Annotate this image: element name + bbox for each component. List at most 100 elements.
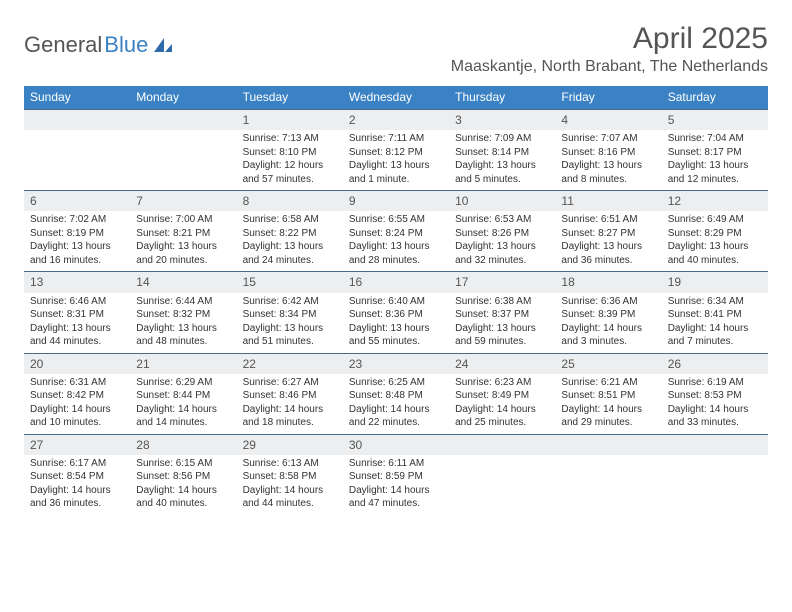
sunrise-line: Sunrise: 6:13 AM xyxy=(243,457,337,471)
day-content: Sunrise: 6:29 AMSunset: 8:44 PMDaylight:… xyxy=(130,374,236,434)
title-block: April 2025 Maaskantje, North Brabant, Th… xyxy=(451,22,768,76)
day-number xyxy=(449,435,555,455)
sunrise-line: Sunrise: 6:17 AM xyxy=(30,457,124,471)
sunrise-line: Sunrise: 6:29 AM xyxy=(136,376,230,390)
calendar-cell: 12Sunrise: 6:49 AMSunset: 8:29 PMDayligh… xyxy=(662,191,768,271)
daylight-line: Daylight: 14 hours and 47 minutes. xyxy=(349,484,443,511)
calendar-cell: 27Sunrise: 6:17 AMSunset: 8:54 PMDayligh… xyxy=(24,435,130,515)
sunset-line: Sunset: 8:32 PM xyxy=(136,308,230,322)
daylight-line: Daylight: 13 hours and 28 minutes. xyxy=(349,240,443,267)
calendar-row: 1Sunrise: 7:13 AMSunset: 8:10 PMDaylight… xyxy=(24,109,768,190)
sunset-line: Sunset: 8:27 PM xyxy=(561,227,655,241)
sunset-line: Sunset: 8:24 PM xyxy=(349,227,443,241)
sunset-line: Sunset: 8:49 PM xyxy=(455,389,549,403)
day-number: 26 xyxy=(662,354,768,374)
sunset-line: Sunset: 8:37 PM xyxy=(455,308,549,322)
calendar-cell: 17Sunrise: 6:38 AMSunset: 8:37 PMDayligh… xyxy=(449,272,555,352)
day-content: Sunrise: 6:17 AMSunset: 8:54 PMDaylight:… xyxy=(24,455,130,515)
sunset-line: Sunset: 8:51 PM xyxy=(561,389,655,403)
day-content: Sunrise: 6:49 AMSunset: 8:29 PMDaylight:… xyxy=(662,211,768,271)
sunrise-line: Sunrise: 6:31 AM xyxy=(30,376,124,390)
day-number: 30 xyxy=(343,435,449,455)
calendar-cell: 16Sunrise: 6:40 AMSunset: 8:36 PMDayligh… xyxy=(343,272,449,352)
day-content: Sunrise: 6:31 AMSunset: 8:42 PMDaylight:… xyxy=(24,374,130,434)
day-content xyxy=(24,130,130,186)
sunset-line: Sunset: 8:14 PM xyxy=(455,146,549,160)
sunrise-line: Sunrise: 6:51 AM xyxy=(561,213,655,227)
day-content: Sunrise: 6:38 AMSunset: 8:37 PMDaylight:… xyxy=(449,293,555,353)
daylight-line: Daylight: 14 hours and 29 minutes. xyxy=(561,403,655,430)
daylight-line: Daylight: 14 hours and 44 minutes. xyxy=(243,484,337,511)
day-content: Sunrise: 6:42 AMSunset: 8:34 PMDaylight:… xyxy=(237,293,343,353)
daylight-line: Daylight: 14 hours and 40 minutes. xyxy=(136,484,230,511)
daylight-line: Daylight: 13 hours and 55 minutes. xyxy=(349,322,443,349)
calendar-cell: 22Sunrise: 6:27 AMSunset: 8:46 PMDayligh… xyxy=(237,354,343,434)
day-content: Sunrise: 6:19 AMSunset: 8:53 PMDaylight:… xyxy=(662,374,768,434)
sunset-line: Sunset: 8:58 PM xyxy=(243,470,337,484)
sunrise-line: Sunrise: 7:04 AM xyxy=(668,132,762,146)
sunset-line: Sunset: 8:56 PM xyxy=(136,470,230,484)
daylight-line: Daylight: 13 hours and 24 minutes. xyxy=(243,240,337,267)
day-content xyxy=(449,455,555,511)
day-content: Sunrise: 6:25 AMSunset: 8:48 PMDaylight:… xyxy=(343,374,449,434)
weekday-header: Thursday xyxy=(449,86,555,109)
day-number: 5 xyxy=(662,110,768,130)
day-content: Sunrise: 6:55 AMSunset: 8:24 PMDaylight:… xyxy=(343,211,449,271)
day-content xyxy=(555,455,661,511)
sunset-line: Sunset: 8:26 PM xyxy=(455,227,549,241)
day-number: 28 xyxy=(130,435,236,455)
sunrise-line: Sunrise: 6:27 AM xyxy=(243,376,337,390)
day-number: 6 xyxy=(24,191,130,211)
calendar-cell: 21Sunrise: 6:29 AMSunset: 8:44 PMDayligh… xyxy=(130,354,236,434)
daylight-line: Daylight: 13 hours and 12 minutes. xyxy=(668,159,762,186)
calendar-cell xyxy=(449,435,555,515)
day-number: 4 xyxy=(555,110,661,130)
sunrise-line: Sunrise: 7:09 AM xyxy=(455,132,549,146)
day-number: 21 xyxy=(130,354,236,374)
sunrise-line: Sunrise: 6:36 AM xyxy=(561,295,655,309)
day-number: 24 xyxy=(449,354,555,374)
calendar-cell: 3Sunrise: 7:09 AMSunset: 8:14 PMDaylight… xyxy=(449,110,555,190)
day-number: 1 xyxy=(237,110,343,130)
sunrise-line: Sunrise: 6:19 AM xyxy=(668,376,762,390)
day-content xyxy=(130,130,236,186)
weekday-header: Wednesday xyxy=(343,86,449,109)
day-number: 17 xyxy=(449,272,555,292)
sunset-line: Sunset: 8:34 PM xyxy=(243,308,337,322)
day-content: Sunrise: 6:58 AMSunset: 8:22 PMDaylight:… xyxy=(237,211,343,271)
daylight-line: Daylight: 14 hours and 33 minutes. xyxy=(668,403,762,430)
sunrise-line: Sunrise: 6:21 AM xyxy=(561,376,655,390)
weekday-header: Saturday xyxy=(662,86,768,109)
sunset-line: Sunset: 8:42 PM xyxy=(30,389,124,403)
calendar-row: 6 Sunrise: 7:02 AMSunset: 8:19 PM Daylight… xyxy=(24,190,768,271)
daylight-line: Daylight: 13 hours and 40 minutes. xyxy=(668,240,762,267)
brand-part2: Blue xyxy=(104,32,148,58)
calendar-cell: 2Sunrise: 7:11 AMSunset: 8:12 PMDaylight… xyxy=(343,110,449,190)
sunrise-line: Sunrise: 6:11 AM xyxy=(349,457,443,471)
daylight-line: Daylight: 14 hours and 10 minutes. xyxy=(30,403,124,430)
calendar-cell: 23Sunrise: 6:25 AMSunset: 8:48 PMDayligh… xyxy=(343,354,449,434)
calendar-body: 1Sunrise: 7:13 AMSunset: 8:10 PMDaylight… xyxy=(24,109,768,515)
calendar-cell: 14Sunrise: 6:44 AMSunset: 8:32 PMDayligh… xyxy=(130,272,236,352)
calendar-cell: 6Sunrise: 7:02 AMSunset: 8:19 PMDaylight… xyxy=(24,191,130,271)
calendar-cell xyxy=(130,110,236,190)
day-number xyxy=(130,110,236,130)
location-line: Maaskantje, North Brabant, The Netherlan… xyxy=(451,58,768,76)
sunrise-line: Sunrise: 7:00 AM xyxy=(136,213,230,227)
day-number: 9 xyxy=(343,191,449,211)
day-content: Sunrise: 7:11 AMSunset: 8:12 PMDaylight:… xyxy=(343,130,449,190)
day-number xyxy=(555,435,661,455)
sunset-line: Sunset: 8:22 PM xyxy=(243,227,337,241)
sunrise-line: Sunrise: 7:02 AM xyxy=(30,213,124,227)
calendar-cell: 10Sunrise: 6:53 AMSunset: 8:26 PMDayligh… xyxy=(449,191,555,271)
day-number: 2 xyxy=(343,110,449,130)
day-content: Sunrise: 6:51 AMSunset: 8:27 PMDaylight:… xyxy=(555,211,661,271)
sunset-line: Sunset: 8:39 PM xyxy=(561,308,655,322)
day-content: Sunrise: 7:13 AMSunset: 8:10 PMDaylight:… xyxy=(237,130,343,190)
calendar-cell xyxy=(24,110,130,190)
calendar-cell: 20Sunrise: 6:31 AMSunset: 8:42 PMDayligh… xyxy=(24,354,130,434)
month-title: April 2025 xyxy=(451,22,768,56)
day-content: Sunrise: 6:53 AMSunset: 8:26 PMDaylight:… xyxy=(449,211,555,271)
day-number: 13 xyxy=(24,272,130,292)
sunset-line: Sunset: 8:19 PM xyxy=(30,227,124,241)
